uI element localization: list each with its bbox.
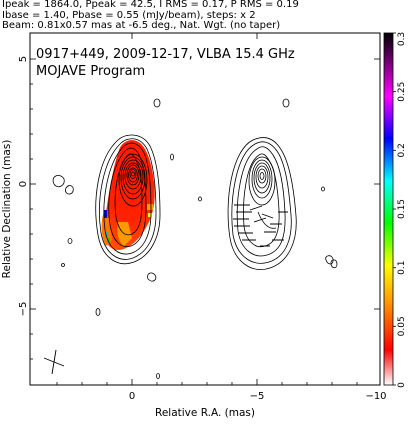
header: Ipeak = 1864.0, Ppeak = 42.5, I RMS = 0.… <box>2 0 407 32</box>
colorbar-tick-label: 0.2 <box>397 143 407 157</box>
y-tick-label: 0 <box>18 181 29 187</box>
header-line-2: Ibase = 1.40, Pbase = 0.55 (mJy/beam), s… <box>2 9 256 21</box>
colorbar <box>383 32 394 386</box>
colorbar-tick-label: 0 <box>397 382 407 388</box>
beam-marker <box>43 349 65 375</box>
colorbar-tick-label: 0.1 <box>397 261 407 275</box>
right-contours <box>227 98 338 270</box>
colorbar-tick-label: 0.25 <box>397 82 407 102</box>
plot-subtitle: MOJAVE Program <box>36 64 145 79</box>
x-tick-label: 0 <box>129 391 135 402</box>
plot-title: 0917+449, 2009-12-17, VLBA 15.4 GHz <box>36 47 295 62</box>
header-line-1: Ipeak = 1864.0, Ppeak = 42.5, I RMS = 0.… <box>2 0 299 10</box>
plot-frame <box>29 32 381 386</box>
y-tick-label: −5 <box>18 302 29 317</box>
left-contours <box>52 98 202 379</box>
x-axis-label: Relative R.A. (mas) <box>155 407 255 419</box>
axis-ticks <box>30 33 381 385</box>
colorbar-tick-label: 0.3 <box>397 32 407 46</box>
header-line-3: Beam: 0.81x0.57 mas at -6.5 deg., Nat. W… <box>2 20 281 31</box>
colorbar-tick-label: 0.05 <box>397 316 407 336</box>
x-tick-label: −5 <box>250 391 265 402</box>
x-tick-label: −10 <box>365 391 386 402</box>
colorbar-tick-label: 0.15 <box>397 199 407 219</box>
y-tick-label: 5 <box>18 56 29 62</box>
y-axis-label: Relative Declination (mas) <box>1 140 13 279</box>
colorbar-ticks <box>393 32 396 386</box>
